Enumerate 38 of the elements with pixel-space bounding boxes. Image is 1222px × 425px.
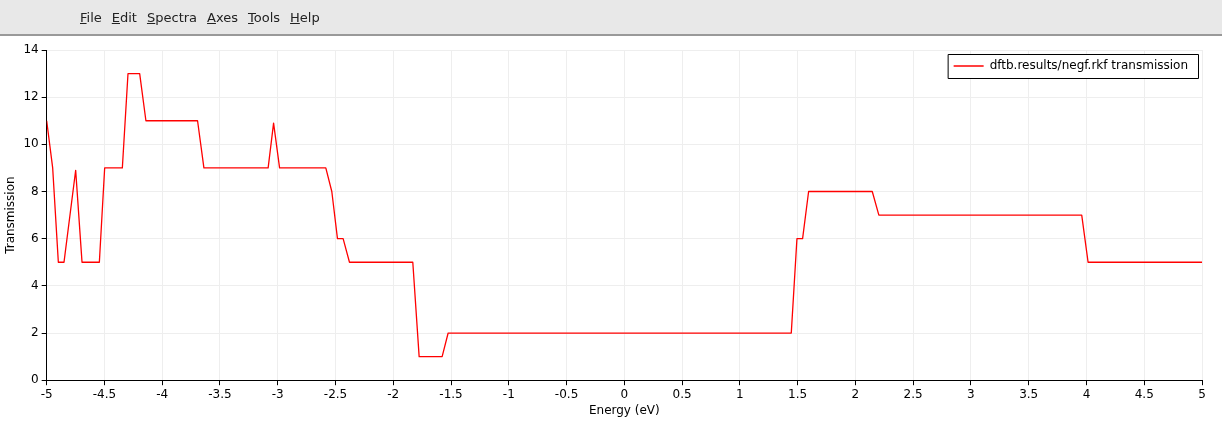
x-tick-label: 0 bbox=[620, 386, 629, 401]
x-tick-label: 5 bbox=[1198, 386, 1206, 401]
x-tick-label: 2.5 bbox=[903, 386, 923, 401]
x-tick-label: 4.5 bbox=[1134, 386, 1154, 401]
x-tick-label: 0.5 bbox=[672, 386, 692, 401]
y-tick-label: 0 bbox=[31, 372, 39, 387]
text: File bbox=[80, 9, 102, 25]
x-tick-label: -1 bbox=[502, 386, 515, 401]
x-tick-label: 4 bbox=[1082, 386, 1091, 401]
y-tick-label: 4 bbox=[31, 277, 39, 292]
x-tick-label: -3.5 bbox=[208, 386, 232, 401]
y-tick-label: 6 bbox=[31, 230, 39, 245]
y-tick-label: 8 bbox=[31, 183, 39, 198]
x-tick-label: 1 bbox=[736, 386, 744, 401]
x-tick-label: -4 bbox=[156, 386, 169, 401]
y-tick-label: 14 bbox=[23, 42, 39, 57]
x-axis-title: Energy (eV) bbox=[588, 402, 660, 417]
y-tick-label: 10 bbox=[23, 136, 39, 151]
x-tick-label: -0.5 bbox=[554, 386, 579, 401]
x-tick-label: -3 bbox=[271, 386, 284, 401]
text: Tools bbox=[248, 9, 281, 25]
text: Help bbox=[290, 9, 320, 25]
y-axis-title: Transmission bbox=[3, 176, 18, 255]
legend-label: dftb.results/negf.rkf transmission bbox=[989, 58, 1189, 73]
x-tick-label: -2.5 bbox=[323, 386, 348, 401]
x-tick-label: -5 bbox=[40, 386, 53, 401]
x-tick-label: -4.5 bbox=[92, 386, 117, 401]
x-tick-label: -2 bbox=[387, 386, 400, 401]
x-tick-label: 3 bbox=[967, 386, 975, 401]
y-tick-label: 2 bbox=[31, 325, 39, 340]
text: Edit bbox=[111, 9, 137, 25]
x-tick-label: -1.5 bbox=[439, 386, 463, 401]
y-tick-label: 12 bbox=[23, 89, 39, 104]
x-tick-label: 2 bbox=[851, 386, 860, 401]
text: Spectra bbox=[146, 9, 198, 25]
text: Axes bbox=[207, 9, 239, 25]
x-tick-label: 1.5 bbox=[788, 386, 808, 401]
x-tick-label: 3.5 bbox=[1019, 386, 1039, 401]
